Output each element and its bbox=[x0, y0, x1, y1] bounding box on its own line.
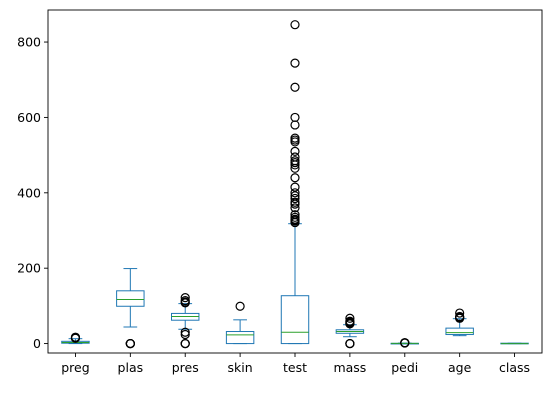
outlier-point bbox=[290, 188, 300, 198]
box-iqr bbox=[280, 295, 310, 345]
outlier-point bbox=[180, 327, 190, 337]
box-pedi bbox=[390, 338, 419, 348]
outlier-point bbox=[290, 112, 300, 123]
outlier-point bbox=[290, 197, 300, 207]
outlier-point bbox=[290, 20, 300, 30]
box-mass bbox=[335, 313, 365, 349]
x-tick-label: skin bbox=[228, 360, 253, 375]
x-tick-label: plas bbox=[118, 360, 144, 375]
box-skin bbox=[225, 301, 255, 345]
outlier-point bbox=[290, 146, 300, 156]
outlier-point bbox=[400, 338, 410, 348]
outlier-point bbox=[125, 338, 135, 349]
outlier-point bbox=[180, 296, 190, 306]
y-axis: 0 200 400 600 800 bbox=[17, 35, 48, 351]
outlier-point bbox=[455, 311, 465, 322]
outlier-point bbox=[290, 182, 300, 192]
plot-marks bbox=[61, 20, 529, 349]
box-iqr bbox=[445, 327, 474, 336]
box-pres bbox=[171, 292, 200, 349]
x-tick-label: pres bbox=[172, 360, 199, 375]
outlier-point bbox=[290, 173, 300, 183]
y-tick-label: 0 bbox=[33, 336, 41, 351]
x-tick-label: preg bbox=[61, 360, 89, 375]
outlier-point bbox=[345, 313, 355, 323]
box-iqr bbox=[116, 290, 145, 307]
box-test bbox=[280, 20, 310, 345]
x-tick-label: class bbox=[499, 360, 530, 375]
x-tick-label: pedi bbox=[391, 360, 418, 375]
outlier-point bbox=[290, 133, 300, 143]
outlier-point bbox=[345, 338, 355, 349]
box-plas bbox=[116, 268, 145, 349]
y-tick-label: 600 bbox=[17, 110, 41, 125]
outlier-point bbox=[180, 292, 190, 303]
y-tick-label: 200 bbox=[17, 261, 41, 276]
outlier-point bbox=[290, 156, 300, 166]
outlier-point bbox=[290, 58, 300, 68]
outlier-point bbox=[290, 210, 300, 220]
outlier-point bbox=[235, 301, 245, 311]
outlier-point bbox=[70, 332, 81, 342]
outlier-point bbox=[290, 193, 300, 204]
outlier-point bbox=[290, 212, 300, 222]
box-preg bbox=[61, 332, 90, 345]
box-class bbox=[500, 342, 529, 345]
outlier-point bbox=[290, 82, 300, 92]
box-age bbox=[445, 308, 474, 337]
y-tick-label: 400 bbox=[17, 185, 41, 200]
outlier-point bbox=[290, 152, 300, 162]
outlier-point bbox=[345, 316, 355, 326]
x-axis: preg plas pres skin test mass pedi age class bbox=[61, 353, 530, 375]
x-tick-label: mass bbox=[333, 360, 366, 375]
x-tick-label: test bbox=[283, 360, 307, 375]
outlier-point bbox=[290, 203, 300, 213]
outlier-point bbox=[290, 191, 300, 201]
outlier-point bbox=[180, 338, 190, 349]
box-iqr bbox=[225, 331, 255, 345]
outlier-point bbox=[455, 308, 465, 318]
y-tick-label: 800 bbox=[17, 35, 41, 50]
x-tick-label: age bbox=[448, 360, 472, 375]
